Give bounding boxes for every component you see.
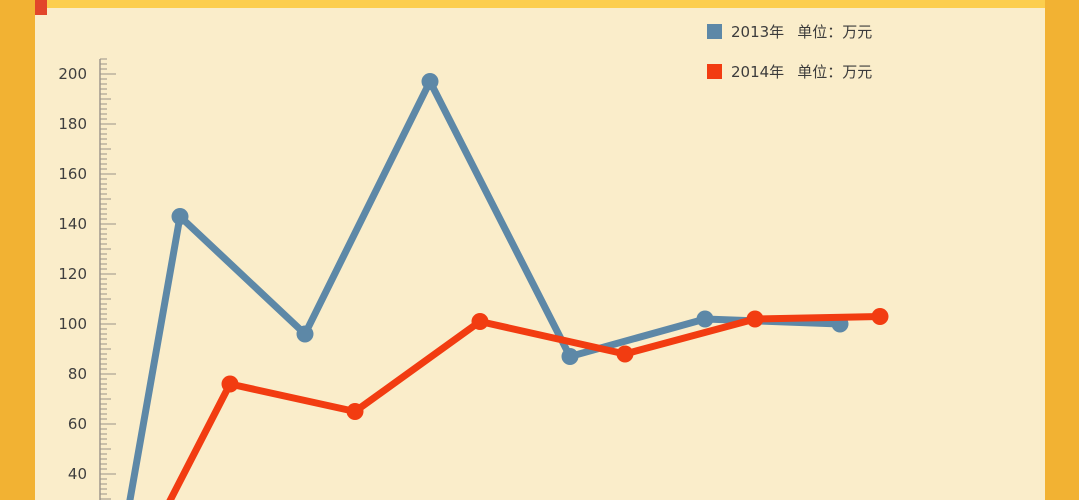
- data-point-2013年: [171, 208, 189, 225]
- data-point-2013年: [561, 348, 579, 365]
- data-point-2014年: [871, 308, 889, 325]
- y-tick-label: 40: [68, 465, 87, 483]
- data-point-2014年: [746, 310, 764, 328]
- data-point-2013年: [696, 310, 714, 328]
- series-line-2013年: [126, 78, 844, 500]
- y-tick-label: 60: [68, 415, 87, 433]
- y-tick-label: 80: [68, 365, 87, 383]
- y-tick-label: 120: [58, 265, 87, 283]
- data-point-2014年: [346, 403, 364, 420]
- legend-swatch-2013: [707, 24, 722, 39]
- series-line-2014年: [166, 313, 884, 500]
- legend-label-2014: 2014年: [731, 63, 785, 81]
- y-tick-label: 160: [58, 165, 87, 183]
- legend: 2013年 单位：万元 2014年 单位：万元: [707, 23, 873, 81]
- legend-unit-2013: 单位：万元: [797, 23, 873, 41]
- legend-label-2013: 2013年: [731, 23, 785, 41]
- data-point-2013年: [421, 73, 439, 90]
- top-strip: [47, 0, 1045, 8]
- legend-item-2013: 2013年 单位：万元: [707, 23, 873, 41]
- y-tick-label: 100: [58, 315, 87, 333]
- legend-item-2014: 2014年 单位：万元: [707, 63, 873, 81]
- legend-swatch-2014: [707, 64, 722, 79]
- y-tick-label: 180: [58, 115, 87, 133]
- top-strip-accent: [35, 0, 47, 15]
- data-point-2014年: [221, 375, 239, 393]
- chart-panel: [35, 0, 1045, 500]
- data-point-2014年: [471, 313, 489, 330]
- y-tick-label: 140: [58, 215, 87, 233]
- data-point-2013年: [296, 325, 314, 343]
- data-point-2014年: [616, 345, 634, 363]
- y-tick-label: 200: [58, 65, 87, 83]
- legend-unit-2014: 单位：万元: [797, 63, 873, 81]
